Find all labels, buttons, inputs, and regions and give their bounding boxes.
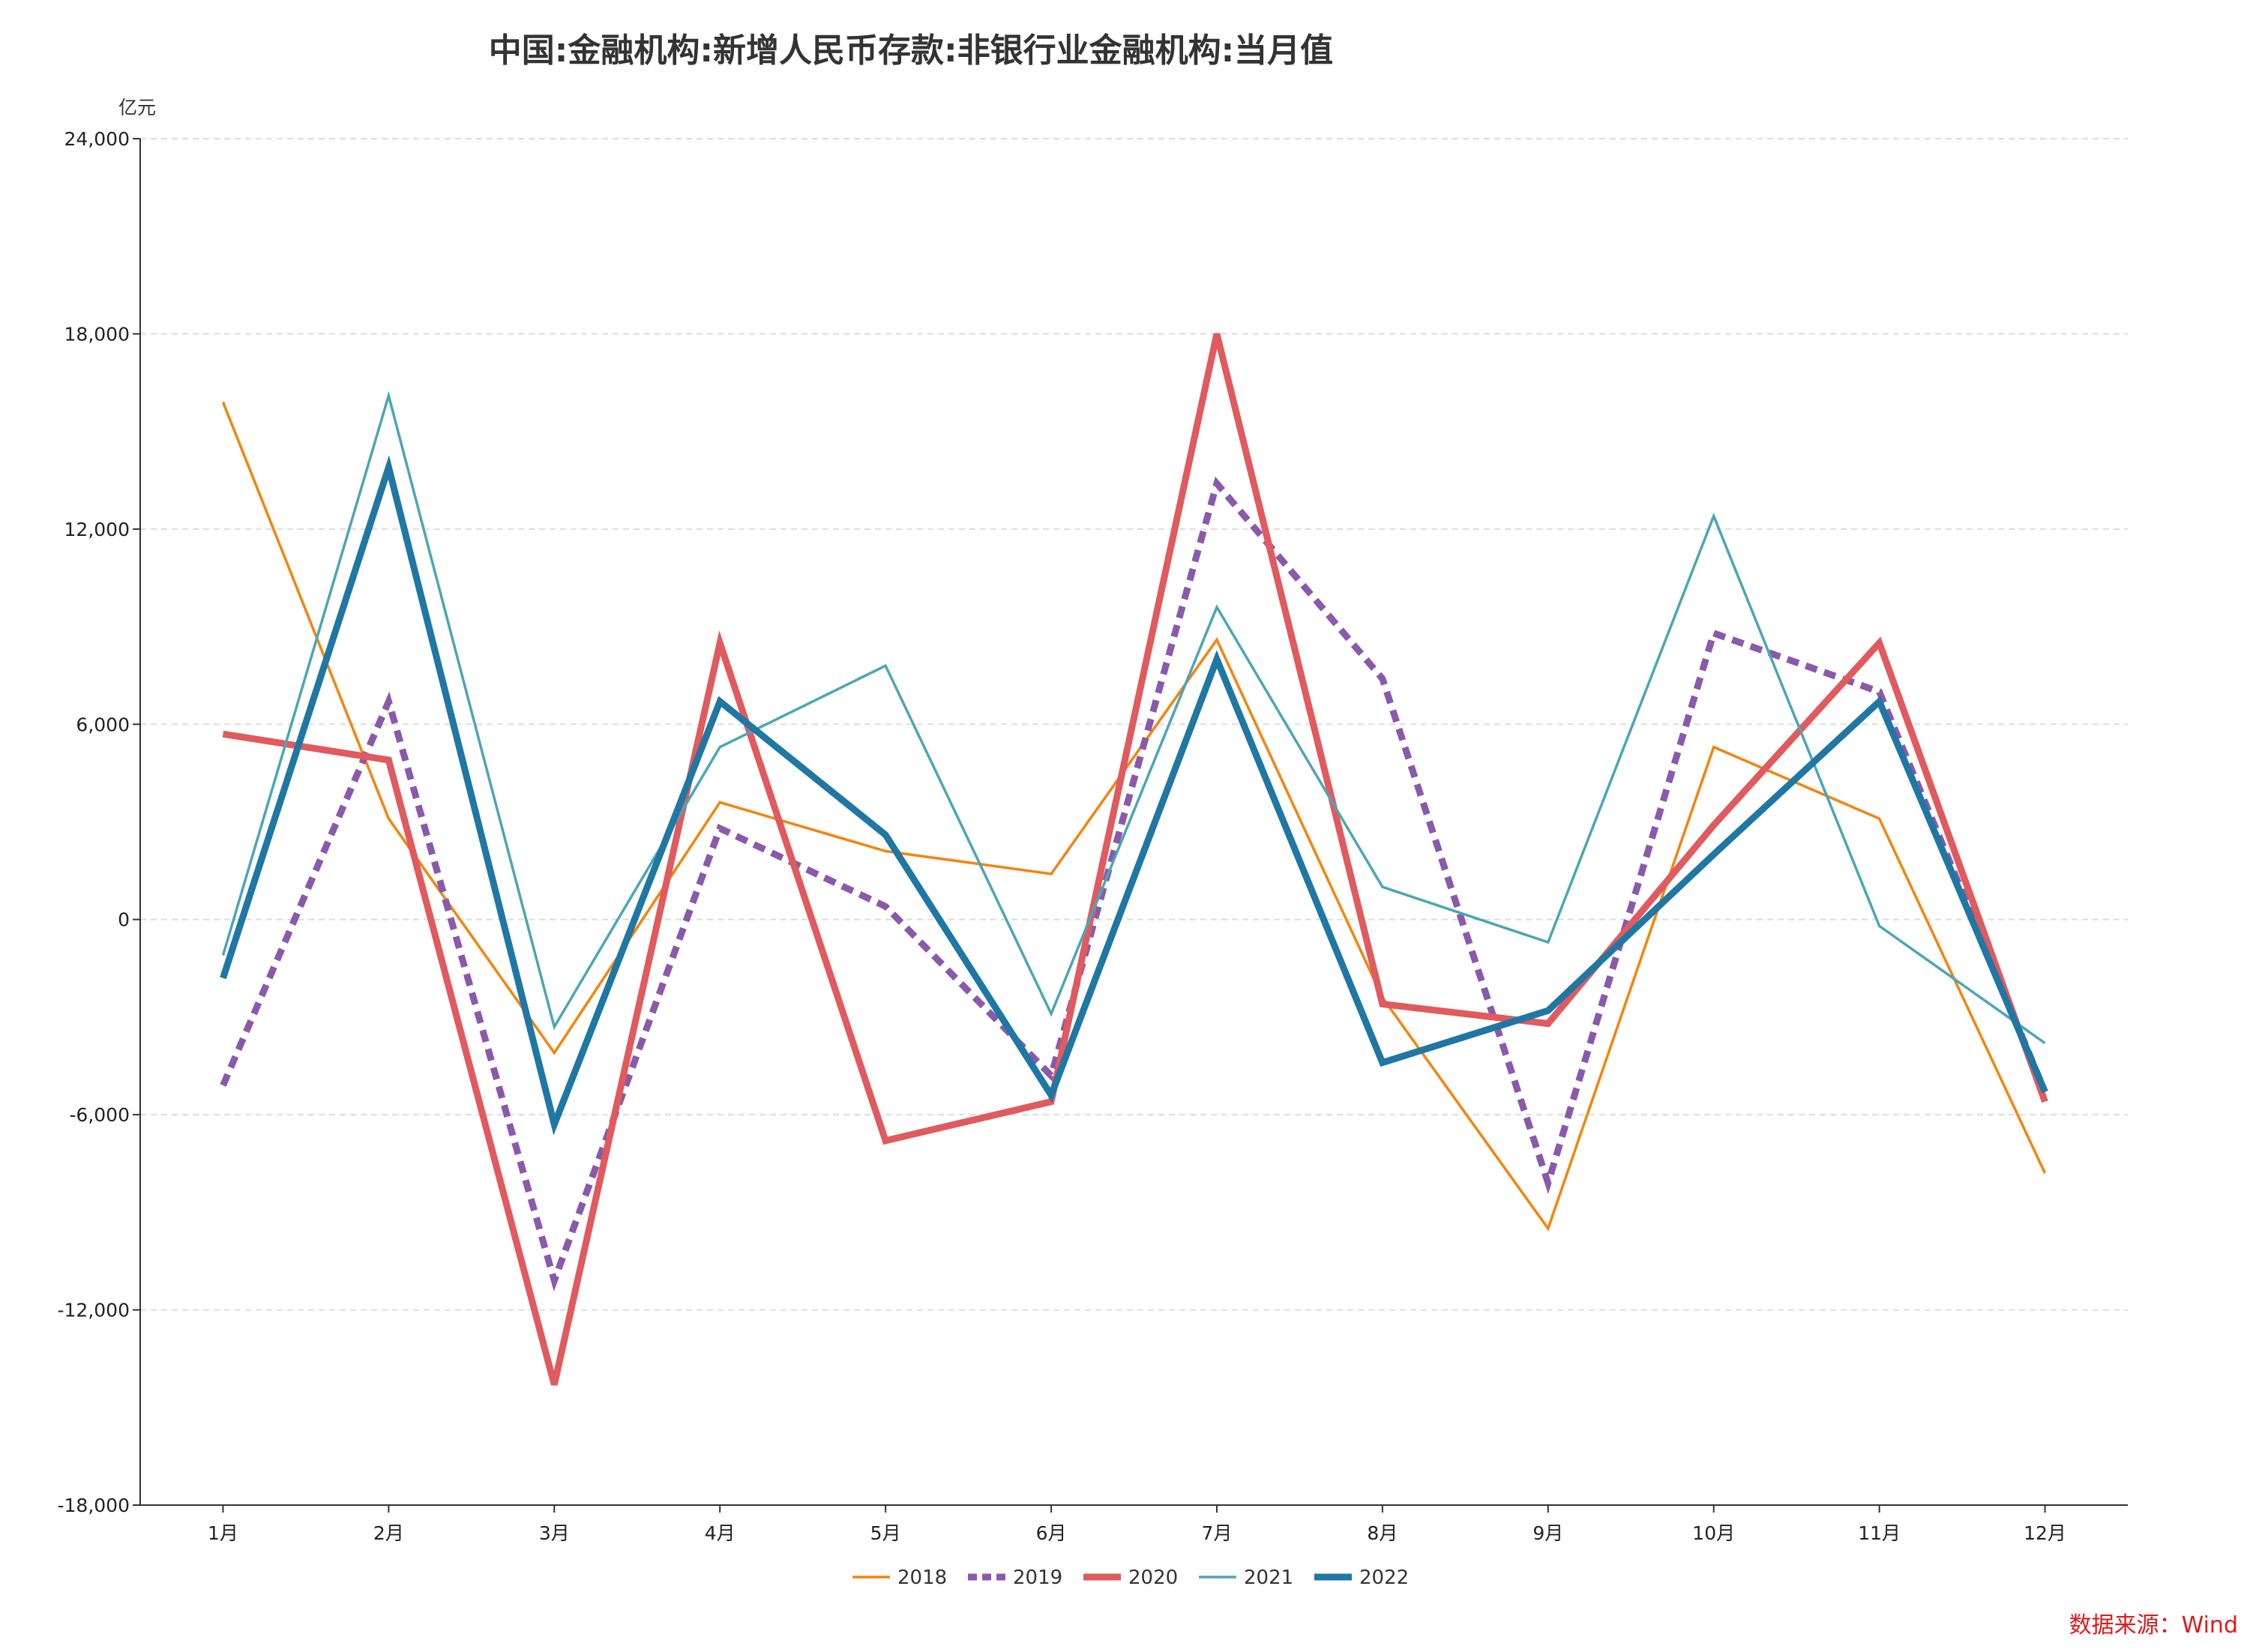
y-tick-label: 18,000: [64, 323, 130, 345]
series-line-2021: [221, 391, 2046, 1045]
x-tick-label: 7月: [1202, 1522, 1233, 1544]
chart-title: 中国:金融机构:新增人民币存款:非银行业金融机构:当月值: [489, 31, 1333, 70]
x-tick-label: 9月: [1532, 1522, 1563, 1544]
legend-label-2020: 2020: [1128, 1567, 1178, 1589]
legend-label-2021: 2021: [1244, 1567, 1293, 1589]
series-line-2018: [221, 401, 2047, 1232]
source-note: 数据来源：Wind: [2069, 1612, 2238, 1639]
x-tick-label: 4月: [705, 1522, 736, 1544]
x-tick-label: 6月: [1036, 1522, 1067, 1544]
x-tick-label: 10月: [1692, 1522, 1735, 1544]
y-axis-unit: 亿元: [118, 97, 156, 118]
y-tick-label: -6,000: [69, 1104, 130, 1126]
y-tick-label: -12,000: [58, 1300, 130, 1321]
series-lines: [220, 333, 2048, 1386]
legend-label-2022: 2022: [1359, 1567, 1409, 1589]
series-line-2022: [220, 455, 2048, 1136]
x-tick-label: 12月: [2024, 1522, 2066, 1544]
axes: -18,000 -12,000 -6,000 0 6,000 12,000 18,000 24…: [58, 128, 2128, 1544]
series-line-2020: [222, 333, 2048, 1386]
series-line-2019: [220, 476, 2048, 1292]
x-tick-label: 2月: [373, 1522, 404, 1544]
legend: 2018 2019 2020 2021 2022: [852, 1567, 1409, 1589]
legend-label-2018: 2018: [897, 1567, 947, 1589]
x-tick-label: 8月: [1367, 1522, 1398, 1544]
legend-label-2019: 2019: [1013, 1567, 1062, 1589]
y-tick-label: 6,000: [76, 714, 130, 735]
x-tick-label: 11月: [1858, 1522, 1901, 1544]
y-tick-label: 0: [118, 909, 130, 931]
y-tick-label: 12,000: [64, 519, 130, 540]
x-tick-label: 5月: [870, 1522, 901, 1544]
x-tick-label: 1月: [208, 1522, 238, 1544]
y-tick-label: -18,000: [58, 1495, 130, 1516]
gridlines: [140, 138, 2128, 1311]
y-tick-label: 24,000: [64, 128, 130, 150]
x-tick-label: 3月: [539, 1522, 570, 1544]
